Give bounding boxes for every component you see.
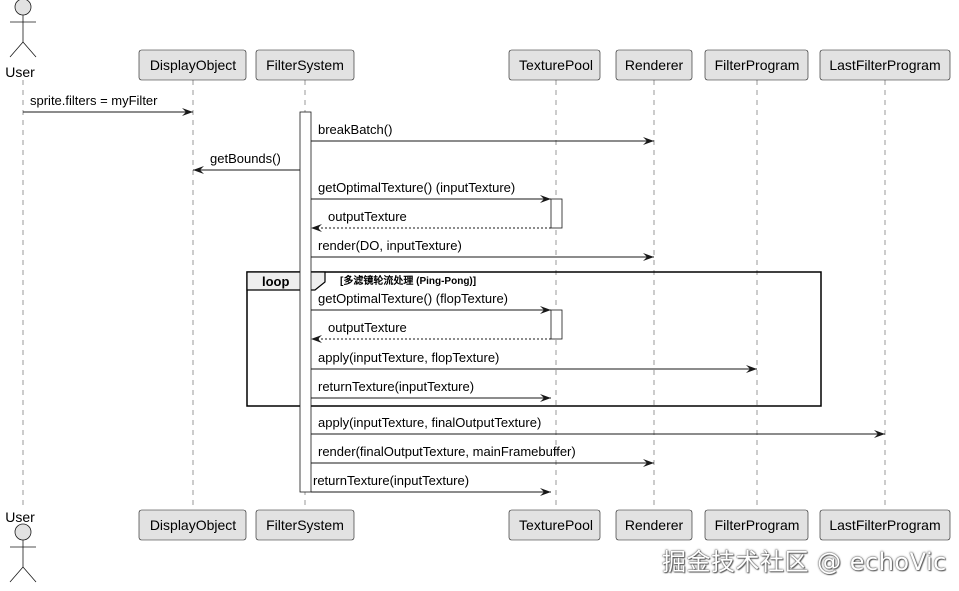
actor-user-bottom	[9, 523, 37, 583]
message-9: apply(inputTexture, flopTexture)	[311, 350, 757, 373]
message-label: getOptimalTexture() (flopTexture)	[318, 291, 508, 306]
loop-condition: [多滤镜轮流处理 (Ping-Pong)]	[340, 274, 476, 287]
participant-fp-bottom: FilterProgram	[704, 509, 809, 541]
participant-label: LastFilterProgram	[829, 57, 940, 73]
activation-texturepool	[550, 309, 563, 340]
participant-label: DisplayObject	[150, 517, 236, 533]
message-label: render(finalOutputTexture, mainFramebuff…	[318, 444, 576, 459]
message-label: render(DO, inputTexture)	[318, 238, 462, 253]
participant-lfp-top: LastFilterProgram	[819, 49, 951, 81]
message-6: render(DO, inputTexture)	[311, 238, 654, 261]
arrowhead-icon	[643, 459, 654, 467]
participant-r-bottom: Renderer	[615, 509, 693, 541]
participant-box	[508, 49, 601, 81]
actor-leg	[9, 41, 24, 58]
participant-label: Renderer	[625, 57, 684, 73]
participant-label: Renderer	[625, 517, 684, 533]
activation-filtersystem	[299, 111, 312, 493]
actor-leg	[9, 566, 24, 583]
arrowhead-icon	[540, 394, 551, 402]
message-1: sprite.filters = myFilter	[23, 93, 193, 116]
message-8: outputTexture	[311, 320, 551, 343]
participant-box	[255, 49, 355, 81]
participant-label: FilterProgram	[715, 517, 800, 533]
participant-r-top: Renderer	[615, 49, 693, 81]
arrowhead-icon	[746, 365, 757, 373]
participant-lfp-bottom: LastFilterProgram	[819, 509, 951, 541]
message-label: apply(inputTexture, finalOutputTexture)	[318, 415, 541, 430]
message-label: returnTexture(inputTexture)	[313, 473, 469, 488]
participant-label: FilterProgram	[715, 57, 800, 73]
arrowhead-icon	[540, 195, 551, 203]
arrowhead-icon	[540, 306, 551, 314]
participant-do-bottom: DisplayObject	[138, 509, 247, 541]
loop-keyword: loop	[262, 274, 289, 289]
participant-label: FilterSystem	[266, 517, 344, 533]
message-12: render(finalOutputTexture, mainFramebuff…	[311, 444, 654, 467]
participant-box	[704, 509, 809, 541]
participant-box	[138, 509, 247, 541]
message-10: returnTexture(inputTexture)	[311, 379, 551, 402]
participant-label: FilterSystem	[266, 57, 344, 73]
arrowhead-icon	[311, 335, 322, 343]
participant-box	[138, 49, 247, 81]
message-label: sprite.filters = myFilter	[30, 93, 158, 108]
arrowhead-icon	[182, 108, 193, 116]
participant-box	[704, 49, 809, 81]
message-label: outputTexture	[328, 209, 407, 224]
message-11: apply(inputTexture, finalOutputTexture)	[311, 415, 885, 438]
message-label: returnTexture(inputTexture)	[318, 379, 474, 394]
participant-box	[615, 49, 693, 81]
message-3: getBounds()	[193, 151, 300, 174]
activation-texturepool	[550, 198, 563, 229]
arrowhead-icon	[540, 488, 551, 496]
message-label: getOptimalTexture() (inputTexture)	[318, 180, 515, 195]
actor-head-icon	[14, 523, 32, 541]
participant-tp-bottom: TexturePool	[508, 509, 601, 541]
participant-box	[508, 509, 601, 541]
message-label: getBounds()	[210, 151, 281, 166]
message-5: outputTexture	[311, 209, 551, 232]
message-7: getOptimalTexture() (flopTexture)	[311, 291, 551, 314]
arrowhead-icon	[311, 224, 322, 232]
message-label: apply(inputTexture, flopTexture)	[318, 350, 499, 365]
participant-fs-top: FilterSystem	[255, 49, 355, 81]
participant-box	[819, 509, 951, 541]
message-13: returnTexture(inputTexture)	[311, 473, 551, 496]
participant-label: TexturePool	[519, 517, 593, 533]
participant-do-top: DisplayObject	[138, 49, 247, 81]
participant-box	[615, 509, 693, 541]
actor-label: User	[5, 64, 35, 80]
participant-fp-top: FilterProgram	[704, 49, 809, 81]
arrowhead-icon	[643, 137, 654, 145]
arrowhead-icon	[193, 166, 204, 174]
message-label: breakBatch()	[318, 122, 392, 137]
message-4: getOptimalTexture() (inputTexture)	[311, 180, 551, 203]
actor-label: User	[5, 509, 35, 525]
message-2: breakBatch()	[311, 122, 654, 145]
actor-leg	[22, 566, 37, 583]
participant-box	[819, 49, 951, 81]
participant-label: DisplayObject	[150, 57, 236, 73]
participant-fs-bottom: FilterSystem	[255, 509, 355, 541]
loop-border	[246, 271, 822, 407]
participant-tp-top: TexturePool	[508, 49, 601, 81]
message-label: outputTexture	[328, 320, 407, 335]
actor-user-top	[9, 0, 37, 58]
watermark: 掘金技术社区 @ echoVic	[662, 548, 947, 576]
actor-leg	[22, 41, 37, 58]
arrowhead-icon	[874, 430, 885, 438]
participant-label: TexturePool	[519, 57, 593, 73]
participant-box	[255, 509, 355, 541]
actor-head-icon	[14, 0, 32, 16]
participant-label: LastFilterProgram	[829, 517, 940, 533]
arrowhead-icon	[643, 253, 654, 261]
